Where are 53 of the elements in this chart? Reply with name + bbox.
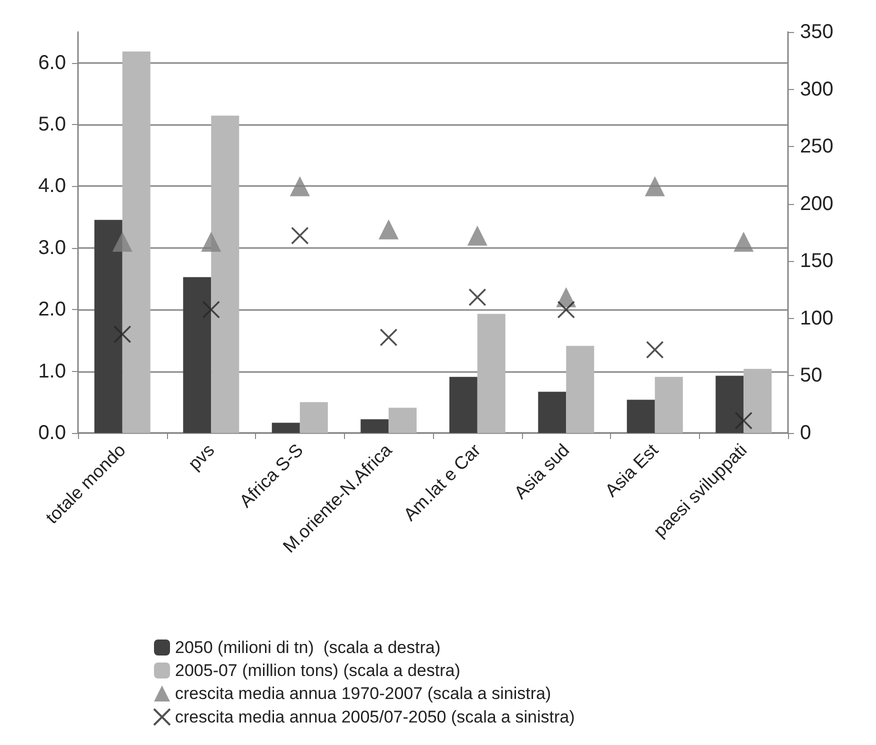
y-tick-label: 4.0 [38,175,66,198]
bar [272,422,300,433]
point [734,412,753,430]
y2-tick-label: 250 [800,136,834,158]
bar [183,277,212,433]
point [557,300,576,319]
x-tick-label: Asia Est [601,440,662,501]
y2-tick-label: 0 [800,422,812,444]
bar [716,376,744,433]
bar [744,368,772,433]
point [734,232,754,252]
point [113,325,132,344]
bar [477,314,506,433]
bar [360,419,389,433]
y-tick-label: 2.0 [38,298,66,321]
legend-label: crescita media annua 1970-2007 (scala a sinistra) [175,684,552,703]
y2-tick-label: 50 [800,364,822,387]
bar [654,376,683,433]
point [201,232,222,252]
y2-tick-label: 200 [800,192,834,215]
y-tick-label: 3.0 [38,236,66,259]
legend-label: 2005-07 (million tons) (scala a destra) [175,661,460,680]
y2-tick-label: 150 [800,250,834,272]
bar [388,408,417,433]
point [290,226,309,244]
y2-tick-label: 300 [800,78,834,100]
point [378,219,399,240]
y-tick-label: 5.0 [38,114,66,136]
point [644,176,665,196]
bar [122,51,150,433]
point [467,226,488,246]
y-tick-label: 0.0 [38,422,66,444]
point [646,340,664,359]
y2-tick-label: 350 [800,21,834,43]
bar [211,116,240,433]
y-tick-label: 1.0 [38,360,66,382]
bar [449,376,478,433]
legend-label: 2050 (milioni di tn) (scala a destra) [175,638,441,657]
y-tick-label: 6.0 [38,52,66,74]
y2-tick-label: 100 [800,307,834,330]
x-tick-label: Asia sud [510,440,574,503]
bar [626,400,655,433]
point [290,176,310,196]
x-tick-label: pvs [184,440,218,474]
point [202,300,220,319]
point [380,328,398,346]
bar [300,402,328,433]
point [112,232,132,252]
bar [538,392,566,433]
legend-label: crescita media annua 2005/07-2050 (scala a sinistra) [175,708,575,726]
bar [94,220,122,433]
bar [566,346,594,433]
point [468,288,486,306]
